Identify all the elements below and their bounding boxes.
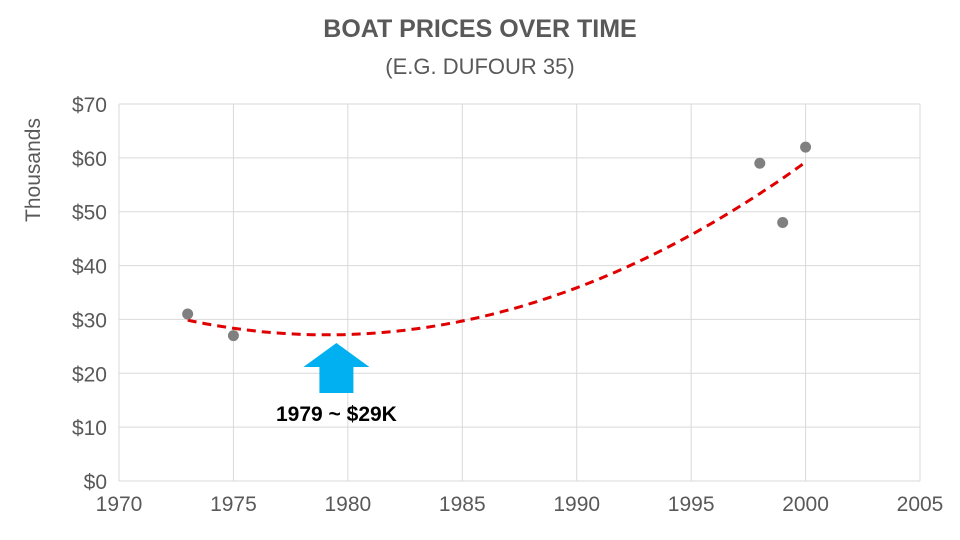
y-tick-label: $60 bbox=[72, 148, 107, 171]
data-point bbox=[182, 308, 194, 320]
x-tick-label: 1995 bbox=[668, 493, 715, 516]
data-point bbox=[800, 141, 812, 153]
x-tick-label: 1975 bbox=[210, 493, 257, 516]
x-tick-label: 2005 bbox=[897, 493, 944, 516]
y-tick-label: $0 bbox=[84, 471, 107, 494]
y-tick-label: $10 bbox=[72, 417, 107, 440]
x-tick-label: 1985 bbox=[439, 493, 486, 516]
x-tick-label: 2000 bbox=[782, 493, 829, 516]
x-tick-label: 1980 bbox=[324, 493, 371, 516]
y-tick-label: $40 bbox=[72, 256, 107, 279]
data-point bbox=[777, 216, 789, 228]
annotation-label: 1979 ~ $29K bbox=[276, 403, 397, 426]
y-tick-label: $50 bbox=[72, 202, 107, 225]
chart-subtitle: (E.G. DUFOUR 35) bbox=[385, 54, 574, 79]
y-tick-label: $30 bbox=[72, 309, 107, 332]
y-tick-label: $70 bbox=[72, 94, 107, 117]
chart-title: BOAT PRICES OVER TIME bbox=[323, 15, 636, 43]
data-point bbox=[227, 330, 239, 342]
data-point bbox=[754, 157, 766, 169]
x-tick-label: 1970 bbox=[96, 493, 143, 516]
annotation-arrow-icon bbox=[303, 343, 370, 393]
y-axis-label: Thousands bbox=[22, 118, 45, 222]
trendline bbox=[187, 160, 807, 337]
x-tick-label: 1990 bbox=[553, 493, 600, 516]
y-tick-label: $20 bbox=[72, 363, 107, 386]
